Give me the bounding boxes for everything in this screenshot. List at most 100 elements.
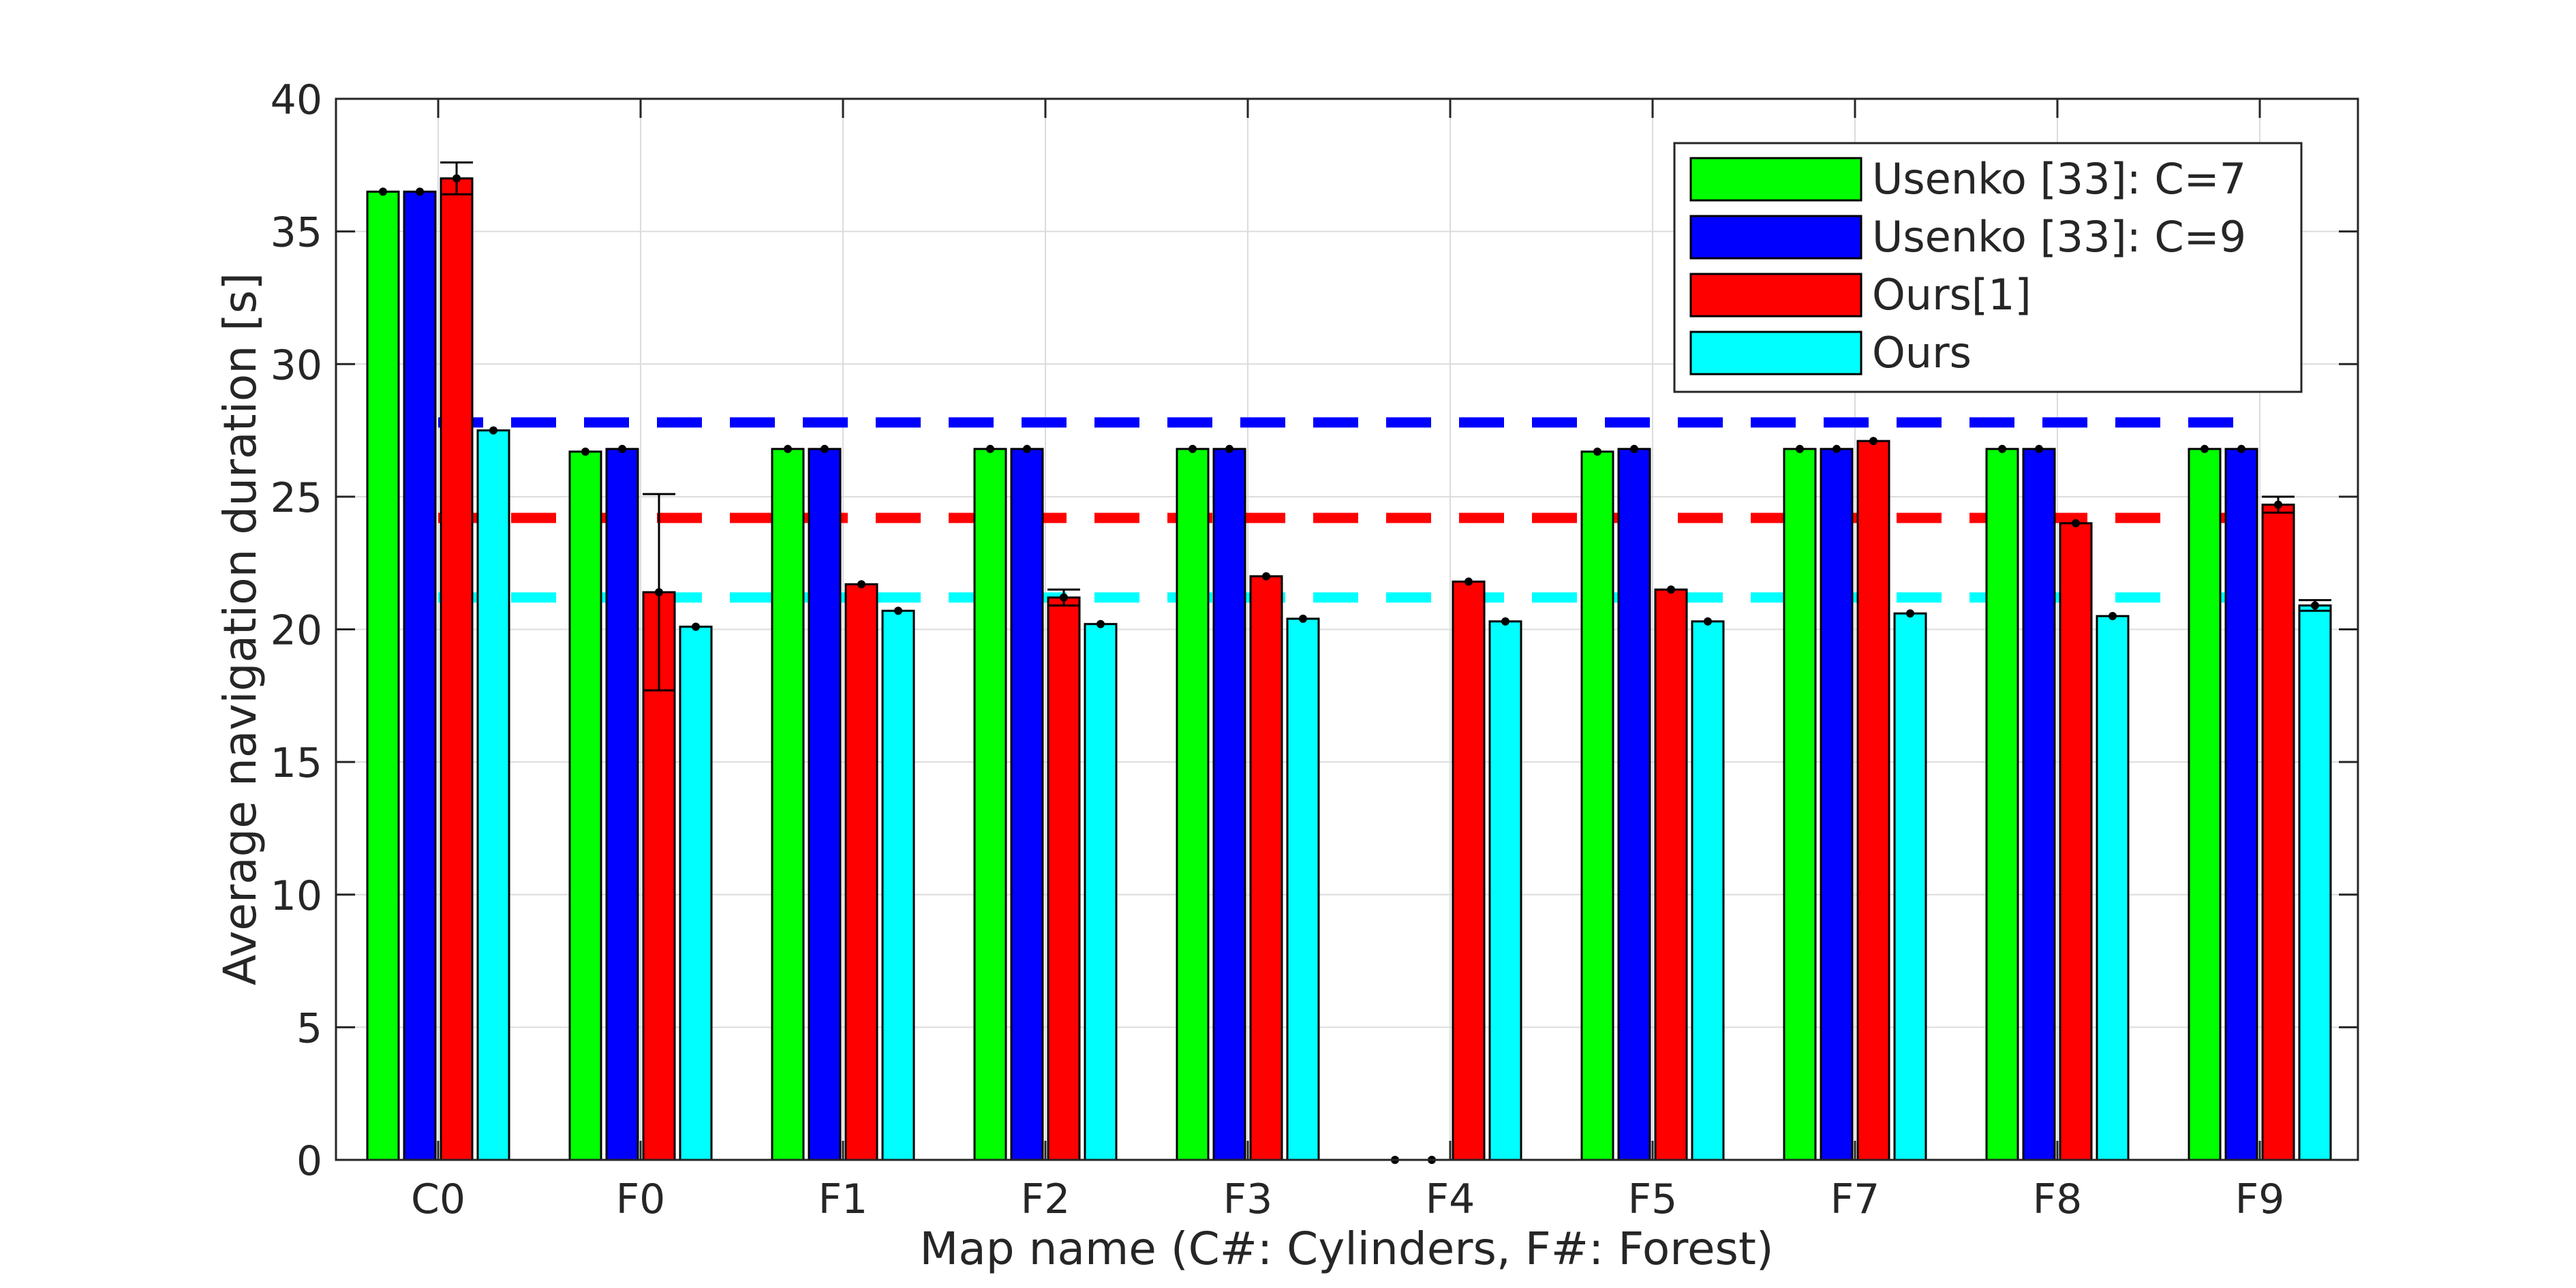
bar — [1047, 596, 1081, 1161]
bar — [881, 609, 915, 1161]
x-tick-label: F7 — [1830, 1176, 1880, 1223]
bar — [1856, 440, 1890, 1161]
y-tick-label: 20 — [271, 607, 322, 655]
mean-marker — [2201, 444, 2209, 453]
x-tick-label: F1 — [818, 1176, 868, 1223]
bar — [808, 448, 842, 1161]
bar — [1084, 623, 1118, 1161]
y-tick-label: 35 — [271, 209, 322, 257]
legend-label: Usenko [33]: C=7 — [1872, 154, 2246, 204]
x-tick-label: F0 — [616, 1176, 666, 1223]
bar — [1985, 448, 2019, 1161]
mean-marker — [1630, 444, 1638, 453]
mean-marker — [2237, 444, 2245, 453]
mean-marker — [784, 444, 792, 453]
bar — [2022, 448, 2056, 1161]
mean-marker — [1833, 444, 1841, 453]
mean-marker — [857, 580, 865, 589]
mean-marker — [986, 444, 994, 453]
bar — [440, 177, 474, 1161]
mean-marker — [1593, 447, 1601, 456]
x-tick-label: F3 — [1223, 1176, 1273, 1223]
reference-lines — [438, 417, 2260, 603]
legend-label: Ours — [1872, 328, 1972, 378]
bar — [2059, 522, 2093, 1161]
mean-marker — [379, 187, 387, 196]
bar — [1286, 617, 1320, 1161]
x-tick-label: C0 — [411, 1176, 465, 1223]
y-tick-label: 15 — [271, 739, 322, 787]
bar — [2188, 448, 2222, 1161]
mean-marker — [2311, 601, 2319, 610]
mean-marker — [2035, 444, 2043, 453]
mean-marker — [1023, 444, 1031, 453]
mean-marker — [2274, 500, 2282, 509]
bar — [366, 190, 400, 1161]
bar — [973, 448, 1007, 1161]
axis-ticks — [336, 97, 2358, 1161]
legend-swatch — [1689, 331, 1862, 375]
mean-marker — [894, 607, 902, 615]
y-tick-label: 25 — [271, 474, 322, 522]
bar — [2298, 604, 2332, 1161]
mean-marker — [1465, 577, 1473, 586]
legend-label: Ours[1] — [1872, 270, 2031, 320]
mean-marker — [2072, 519, 2080, 527]
bar — [2096, 615, 2130, 1161]
mean-marker — [1501, 617, 1509, 626]
mean-marker — [1906, 609, 1914, 618]
mean-marker — [618, 444, 626, 453]
mean-marker — [416, 187, 424, 196]
bar — [1654, 588, 1688, 1161]
legend: Usenko [33]: C=7 Usenko [33]: C=9 Ours[1] O… — [1673, 142, 2303, 393]
tick-labels: 0 5 10 15 20 25 30 35 40 C0 F0 F1 F2 F3 F4 F5 F7 F8 F9 — [271, 76, 2285, 1223]
bar — [771, 448, 805, 1161]
bar — [1893, 612, 1927, 1161]
x-tick-label: F2 — [1021, 1176, 1071, 1223]
y-tick-label: 40 — [271, 76, 322, 124]
bar — [1452, 580, 1486, 1161]
mean-marker — [1704, 617, 1712, 626]
bar — [1580, 450, 1614, 1161]
x-tick-label: F4 — [1426, 1176, 1475, 1223]
mean-marker — [1225, 444, 1233, 453]
x-tick-label: F9 — [2235, 1176, 2285, 1223]
mean-marker — [1097, 619, 1105, 628]
mean-marker — [489, 426, 497, 435]
y-axis-label: Average navigation duration [s] — [214, 273, 266, 985]
mean-marker — [692, 622, 700, 631]
mean-marker — [1796, 444, 1804, 453]
bar — [2261, 504, 2295, 1161]
bar — [1820, 448, 1854, 1161]
mean-marker — [1299, 614, 1307, 623]
bar — [1176, 448, 1210, 1161]
legend-label: Usenko [33]: C=9 — [1872, 212, 2246, 262]
bar — [403, 190, 437, 1161]
mean-marker — [453, 174, 461, 183]
legend-swatch — [1689, 215, 1862, 260]
mean-marker — [1667, 585, 1675, 594]
legend-swatch — [1689, 273, 1862, 318]
mean-marker — [581, 447, 589, 456]
mean-marker — [1869, 437, 1877, 446]
y-tick-label: 0 — [296, 1137, 322, 1185]
bar — [1783, 448, 1817, 1161]
mean-marker — [1189, 444, 1197, 453]
mean-marker — [1998, 444, 2006, 453]
mean-marker — [2109, 612, 2117, 621]
y-tick-label: 10 — [271, 872, 322, 920]
y-tick-label: 30 — [271, 341, 322, 389]
mean-marker — [1060, 593, 1068, 602]
x-axis-label: Map name (C#: Cylinders, F#: Forest) — [919, 1223, 1773, 1275]
bar — [1010, 448, 1044, 1161]
bars — [366, 161, 2332, 1164]
bar — [1617, 448, 1651, 1161]
bar — [605, 448, 639, 1161]
bar — [1249, 575, 1283, 1161]
mean-marker — [821, 444, 829, 453]
x-tick-label: F5 — [1628, 1176, 1678, 1223]
legend-swatch — [1689, 157, 1862, 202]
bar — [476, 429, 510, 1161]
bar — [568, 450, 602, 1161]
